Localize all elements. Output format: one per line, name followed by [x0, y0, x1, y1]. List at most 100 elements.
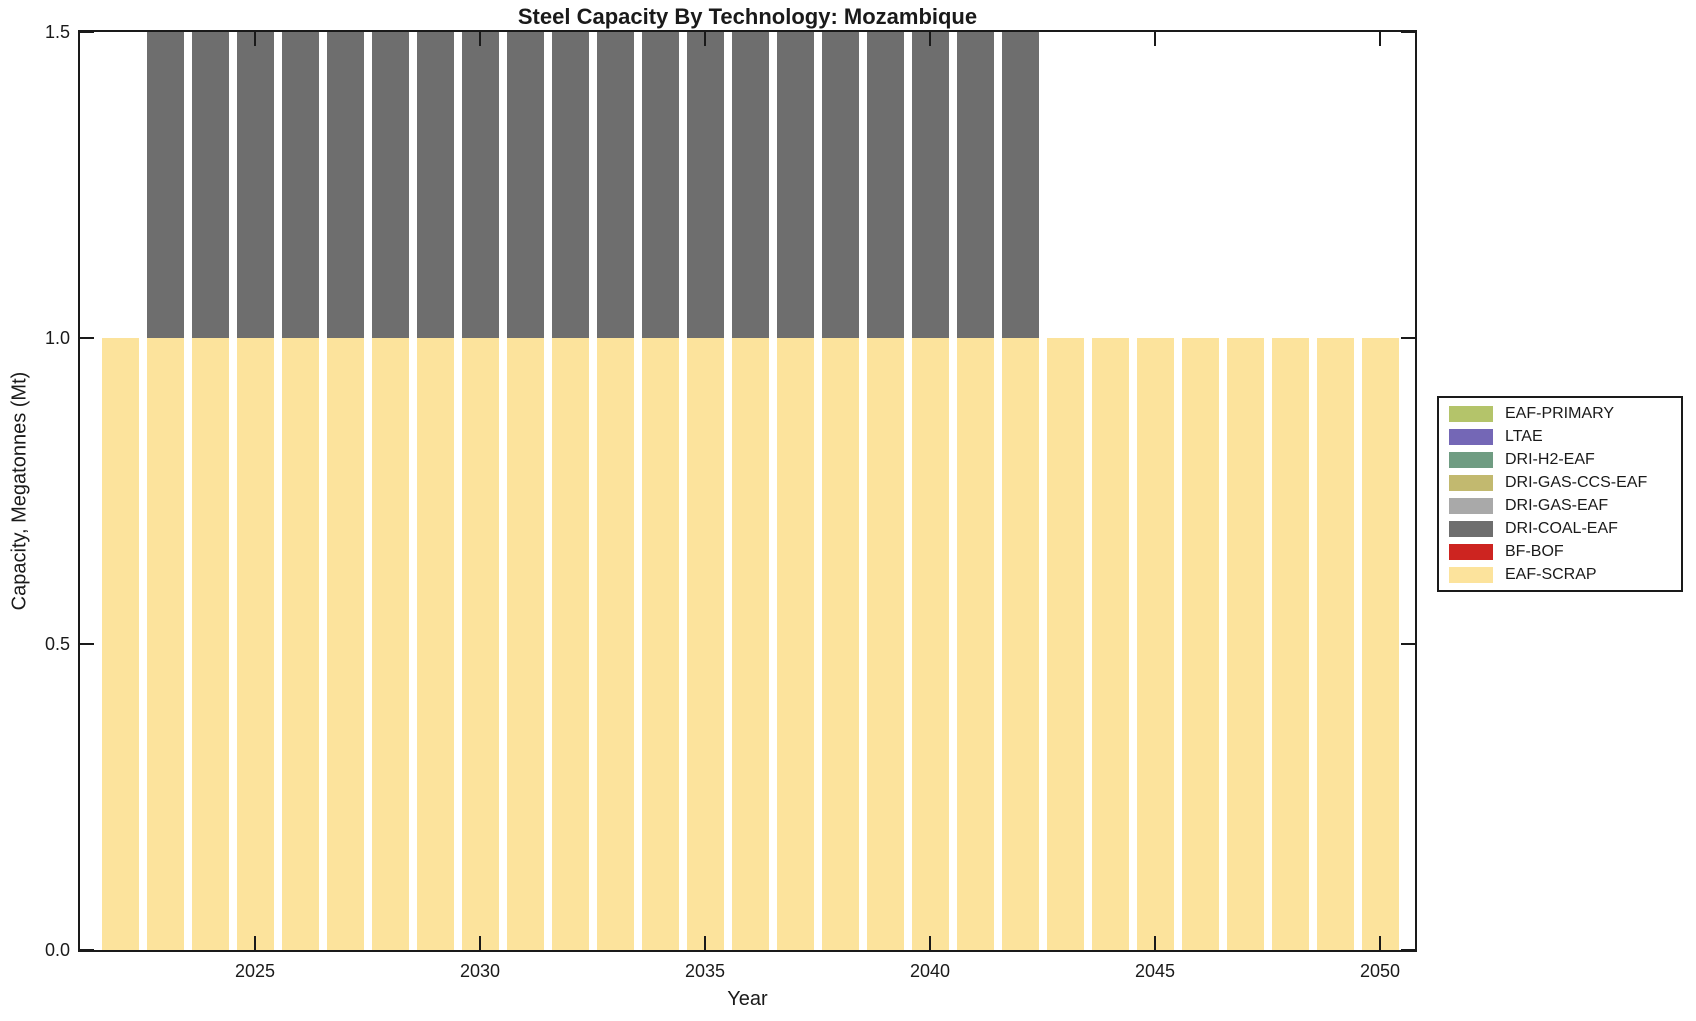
bar-2044-eaf-scrap: [1091, 338, 1129, 950]
legend-swatch: [1449, 474, 1493, 491]
y-tick-mirror: [1401, 31, 1415, 33]
legend-label: DRI-COAL-EAF: [1505, 519, 1618, 537]
bar-2034-dri-coal-eaf: [641, 32, 679, 338]
x-tick-label: 2030: [459, 961, 501, 981]
y-tick-mirror: [1401, 337, 1415, 339]
x-tick-label: 2045: [1134, 961, 1176, 981]
x-tick: [929, 936, 931, 950]
bar-2040-eaf-scrap: [911, 338, 949, 950]
bar-2031-eaf-scrap: [506, 338, 544, 950]
chart-title: Steel Capacity By Technology: Mozambique: [517, 4, 978, 29]
legend-item-eaf-scrap: EAF-SCRAP: [1439, 563, 1681, 586]
y-tick-label: 0.5: [44, 634, 70, 654]
y-tick: [80, 31, 94, 33]
bar-2030-dri-coal-eaf: [461, 32, 499, 338]
bar-2026-eaf-scrap: [281, 338, 319, 950]
x-tick-label: 2040: [909, 961, 951, 981]
bar-2050-eaf-scrap: [1361, 338, 1399, 950]
y-tick-label: 1.0: [44, 328, 70, 348]
x-axis-label: Year: [727, 988, 768, 1010]
legend-swatch: [1449, 405, 1493, 422]
bar-2036-dri-coal-eaf: [731, 32, 769, 338]
bar-2047-eaf-scrap: [1226, 338, 1264, 950]
bar-2046-eaf-scrap: [1181, 338, 1219, 950]
bar-2025-eaf-scrap: [236, 338, 274, 950]
legend-item-dri-h2-eaf: DRI-H2-EAF: [1439, 448, 1681, 471]
legend-label: EAF-SCRAP: [1505, 565, 1597, 583]
legend-label: EAF-PRIMARY: [1505, 404, 1615, 422]
legend-item-dri-gas-ccs-eaf: DRI-GAS-CCS-EAF: [1439, 471, 1681, 494]
bar-2036-eaf-scrap: [731, 338, 769, 950]
bar-2029-dri-coal-eaf: [416, 32, 454, 338]
bar-2029-eaf-scrap: [416, 338, 454, 950]
bar-2026-dri-coal-eaf: [281, 32, 319, 338]
x-tick: [1379, 936, 1381, 950]
bar-2022-eaf-scrap: [101, 338, 139, 950]
bar-2043-eaf-scrap: [1046, 338, 1084, 950]
y-tick: [80, 643, 94, 645]
legend-swatch: [1449, 451, 1493, 468]
y-tick-label: 0.0: [44, 940, 70, 960]
bar-2045-eaf-scrap: [1136, 338, 1174, 950]
bar-2041-dri-coal-eaf: [956, 32, 994, 338]
x-tick-mirror: [1379, 32, 1381, 46]
bar-2035-dri-coal-eaf: [686, 32, 724, 338]
x-tick: [704, 936, 706, 950]
legend-label: DRI-GAS-EAF: [1505, 496, 1609, 514]
legend: EAF-PRIMARY LTAE DRI-H2-EAF DRI-GAS-CCS-EAF…: [1437, 396, 1683, 592]
legend-swatch: [1449, 497, 1493, 514]
y-tick: [80, 337, 94, 339]
bar-2048-eaf-scrap: [1271, 338, 1309, 950]
x-tick-mirror: [254, 32, 256, 46]
x-tick-mirror: [704, 32, 706, 46]
legend-item-ltae: LTAE: [1439, 425, 1681, 448]
bar-2031-dri-coal-eaf: [506, 32, 544, 338]
y-tick-label: 1.5: [44, 22, 70, 42]
legend-item-dri-gas-eaf: DRI-GAS-EAF: [1439, 494, 1681, 517]
bar-2028-eaf-scrap: [371, 338, 409, 950]
bar-2033-dri-coal-eaf: [596, 32, 634, 338]
x-tick: [1154, 936, 1156, 950]
y-axis-label: Capacity, Megatonnes (Mt): [8, 371, 31, 611]
legend-label: DRI-GAS-CCS-EAF: [1505, 473, 1648, 491]
x-tick-label: 2025: [234, 961, 276, 981]
bar-2030-eaf-scrap: [461, 338, 499, 950]
x-tick-mirror: [1154, 32, 1156, 46]
legend-label: BF-BOF: [1505, 542, 1564, 560]
bar-2023-dri-coal-eaf: [146, 32, 184, 338]
bar-2028-dri-coal-eaf: [371, 32, 409, 338]
bar-2027-eaf-scrap: [326, 338, 364, 950]
bar-2042-dri-coal-eaf: [1001, 32, 1039, 338]
x-tick-label: 2050: [1359, 961, 1401, 981]
bar-2024-dri-coal-eaf: [191, 32, 229, 338]
bar-2025-dri-coal-eaf: [236, 32, 274, 338]
bar-2027-dri-coal-eaf: [326, 32, 364, 338]
bar-2023-eaf-scrap: [146, 338, 184, 950]
x-tick: [254, 936, 256, 950]
bar-2039-eaf-scrap: [866, 338, 904, 950]
bar-2032-eaf-scrap: [551, 338, 589, 950]
bar-2033-eaf-scrap: [596, 338, 634, 950]
bar-2038-dri-coal-eaf: [821, 32, 859, 338]
legend-swatch: [1449, 566, 1493, 583]
legend-item-bf-bof: BF-BOF: [1439, 540, 1681, 563]
x-tick: [479, 936, 481, 950]
bar-2037-eaf-scrap: [776, 338, 814, 950]
x-tick-label: 2035: [684, 961, 726, 981]
y-tick-mirror: [1401, 949, 1415, 951]
y-tick: [80, 949, 94, 951]
legend-item-dri-coal-eaf: DRI-COAL-EAF: [1439, 517, 1681, 540]
bar-2040-dri-coal-eaf: [911, 32, 949, 338]
y-tick-mirror: [1401, 643, 1415, 645]
legend-label: LTAE: [1505, 427, 1543, 445]
bar-2032-dri-coal-eaf: [551, 32, 589, 338]
bar-2039-dri-coal-eaf: [866, 32, 904, 338]
x-tick-mirror: [479, 32, 481, 46]
bar-2024-eaf-scrap: [191, 338, 229, 950]
legend-label: DRI-H2-EAF: [1505, 450, 1595, 468]
bar-2035-eaf-scrap: [686, 338, 724, 950]
bar-2042-eaf-scrap: [1001, 338, 1039, 950]
legend-swatch: [1449, 520, 1493, 537]
x-tick-mirror: [929, 32, 931, 46]
